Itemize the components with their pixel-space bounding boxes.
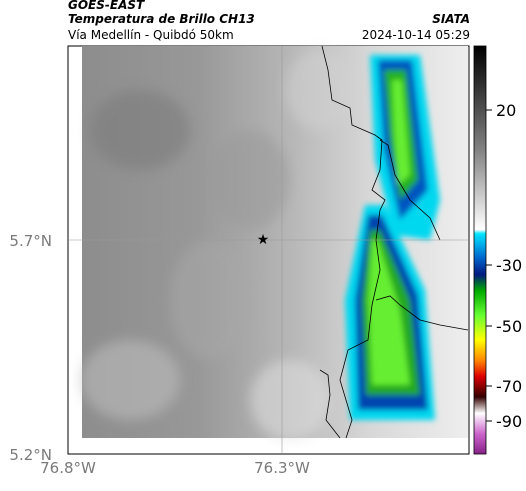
colorbar-tick-label: -30 [496, 256, 522, 275]
colorbar-tick-label: -90 [496, 412, 522, 431]
star-marker-icon: ★ [257, 232, 270, 248]
x-tick-label: 76.8°W [40, 459, 96, 477]
satellite-raster [80, 46, 468, 440]
colorbar-tick-label: -50 [496, 317, 522, 336]
colorbar-ticks [486, 109, 492, 422]
agency-label: SIATA [432, 12, 470, 26]
satellite-title: GOES-EAST [68, 0, 145, 12]
region-subtitle: Vía Medellín - Quibdó 50km [68, 28, 234, 42]
colorbar-tick-label: 20 [496, 101, 516, 120]
colorbar-tick-label: -70 [496, 377, 522, 396]
coastline [319, 45, 469, 439]
product-title: Temperatura de Brillo CH13 [68, 12, 255, 26]
colorbar [473, 45, 487, 455]
timestamp-label: 2024-10-14 05:29 [361, 28, 470, 42]
y-tick-label: 5.7°N [9, 232, 52, 250]
y-tick-label: 5.2°N [9, 446, 52, 464]
x-tick-label: 76.3°W [254, 459, 310, 477]
